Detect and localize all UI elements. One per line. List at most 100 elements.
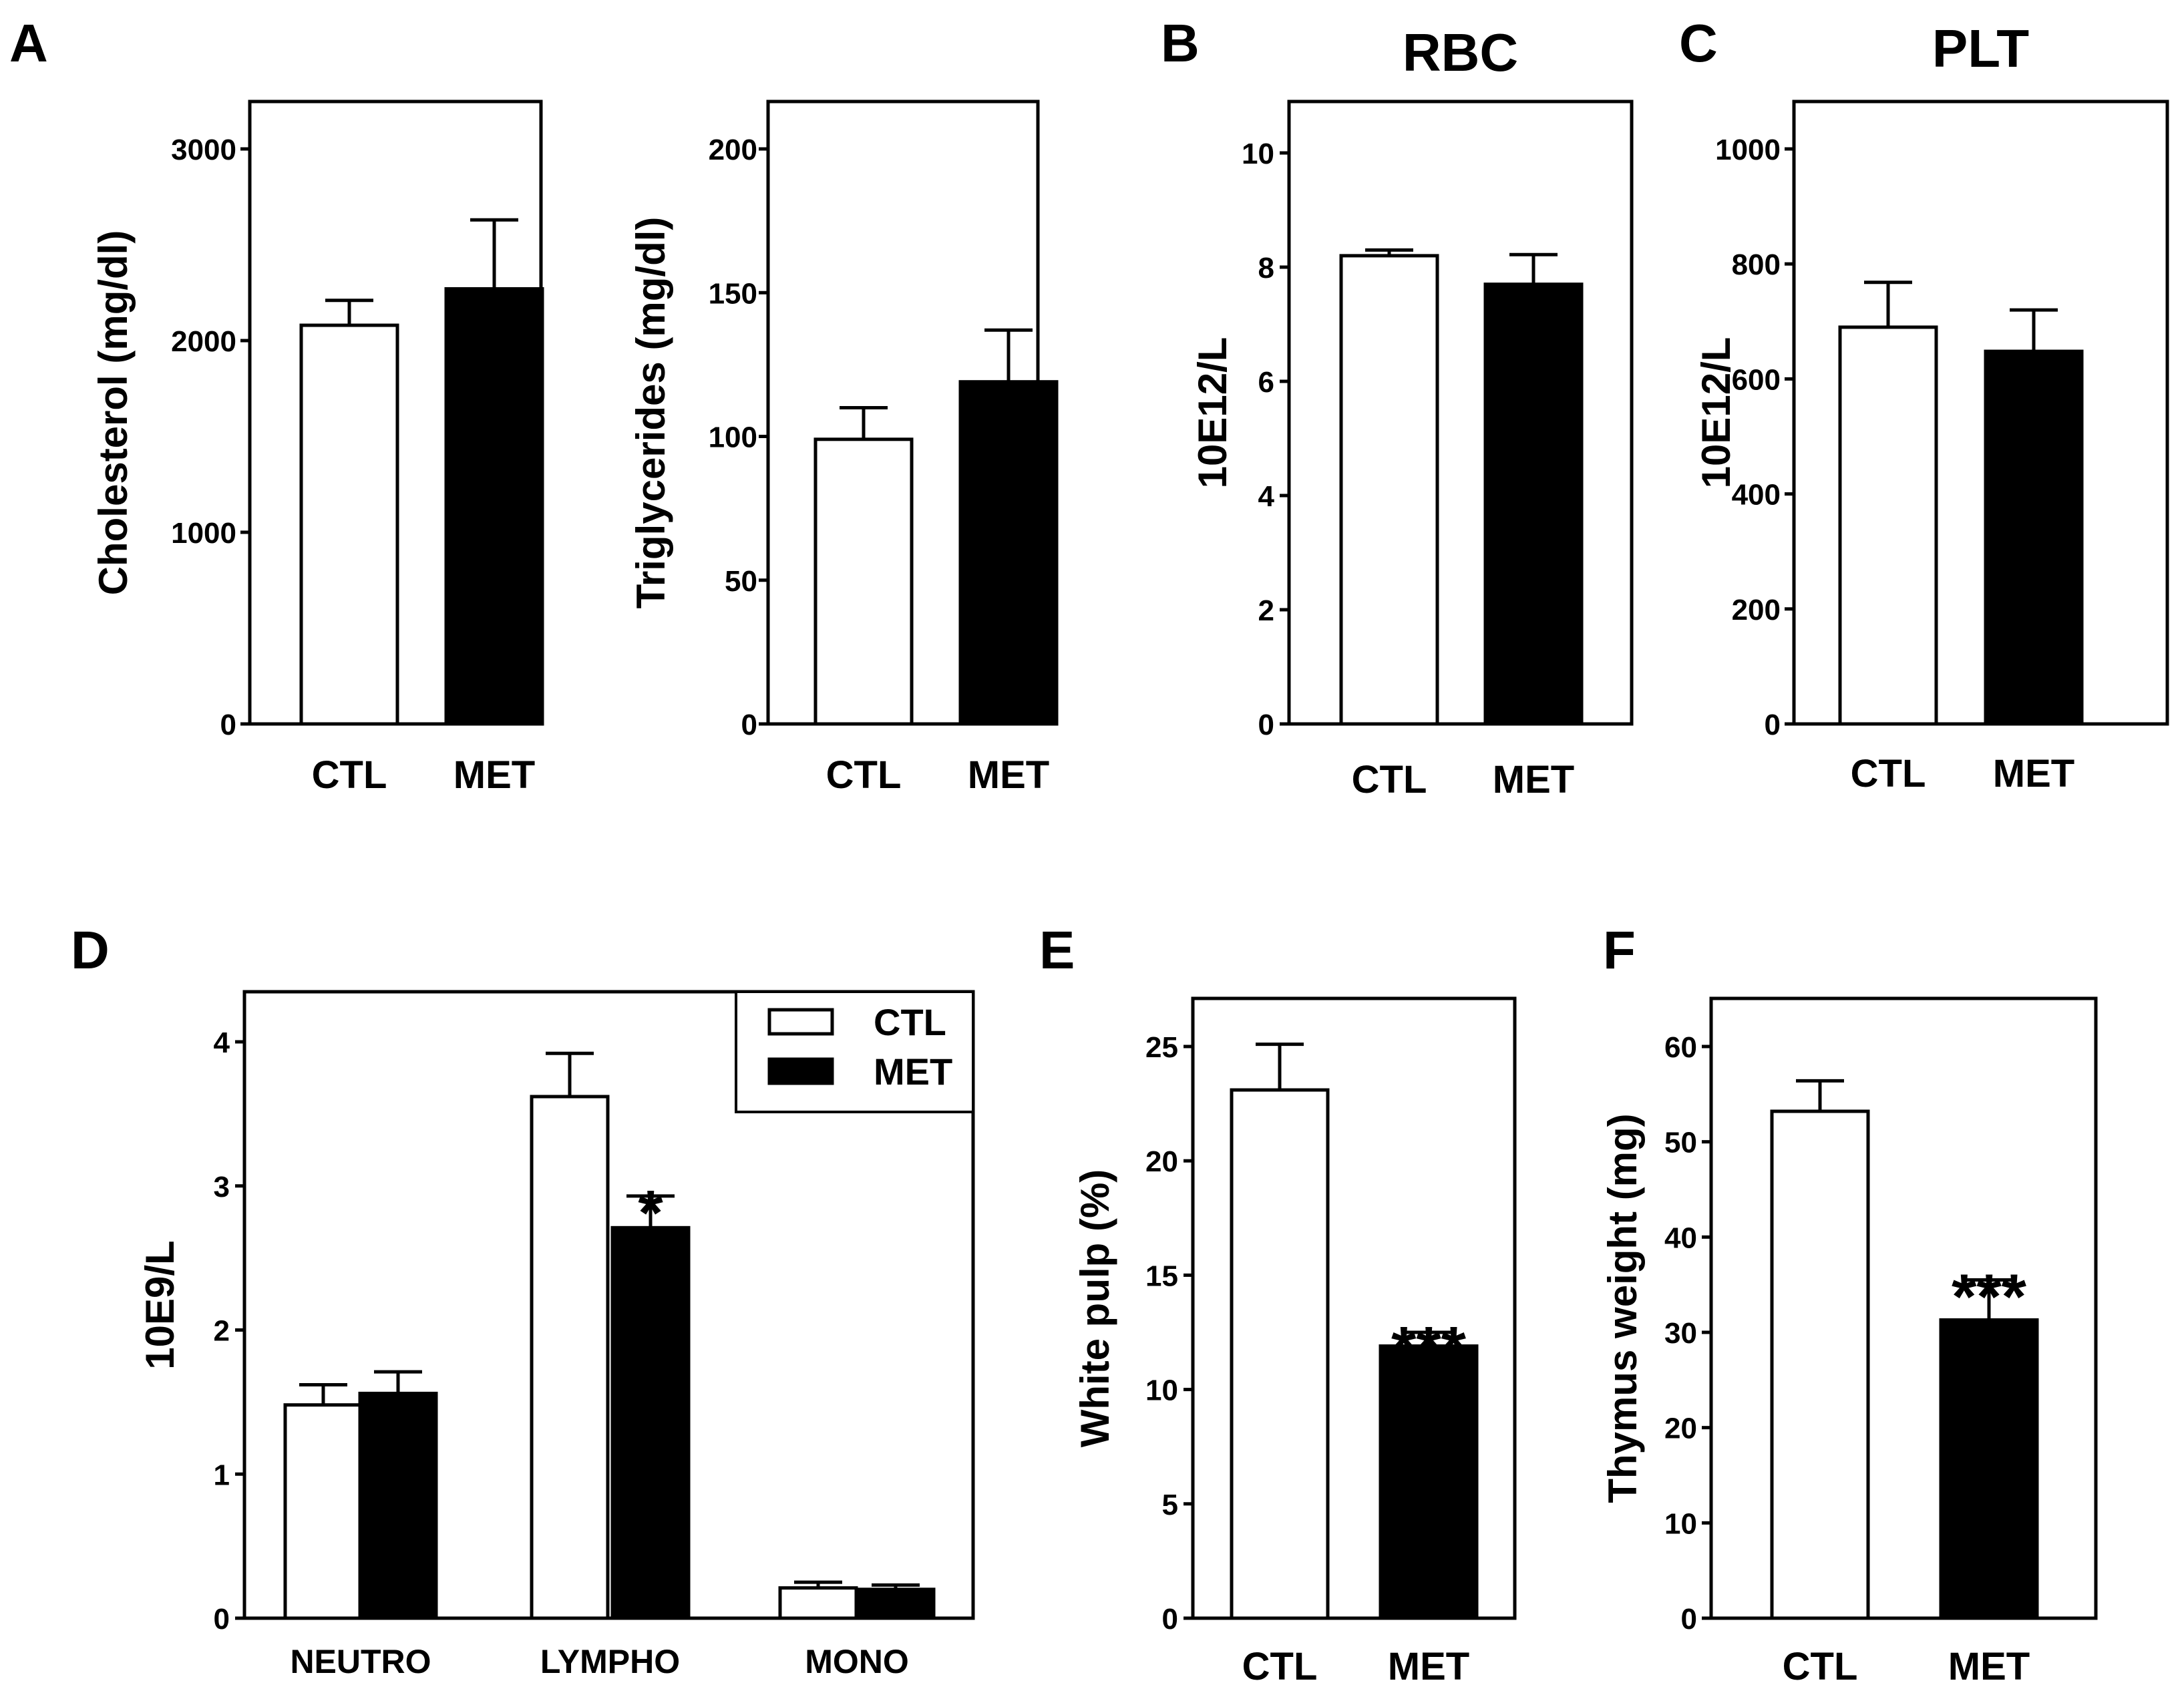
chol-bar xyxy=(444,287,544,726)
tg-y-tick-label: 100 xyxy=(709,421,757,454)
tg-y-tick-label: 200 xyxy=(709,134,757,166)
panel-letter-c: C xyxy=(1679,13,1718,73)
thy-y-tick-label: 30 xyxy=(1664,1317,1697,1350)
white-pulp-chart: 0 5 10 15 20 25 White pulp (%) CTL *** MET xyxy=(1073,996,1517,1688)
legend-label-ctl: CTL xyxy=(874,1001,946,1043)
wbc-y-tick-label: 0 xyxy=(214,1603,230,1636)
wbc-y-axis-title: 10E9/L xyxy=(138,1240,182,1369)
leukocyte-chart: 0 1 2 3 4 10E9/L NEUTRO * LYMPHO MONO CTL MET xyxy=(138,990,975,1680)
rbc-y-tick-label: 6 xyxy=(1258,366,1274,399)
rbc-y-axis-title: 10E12/L xyxy=(1190,337,1235,489)
rbc-plot-frame xyxy=(1287,100,1634,726)
tg-category-label: CTL xyxy=(826,753,902,797)
tg-category-label: MET xyxy=(968,753,1049,797)
wbc-y-tick-label: 2 xyxy=(214,1315,230,1348)
thymus-weight-chart: 0 10 20 30 40 50 60 Thymus weight (mg) CTL *** MET xyxy=(1600,996,2098,1688)
tg-bar xyxy=(958,380,1059,726)
wbc-bar xyxy=(358,1391,438,1620)
plt-category-label: MET xyxy=(1993,752,2074,795)
chol-y-tick-label: 1000 xyxy=(171,517,236,550)
plt-category-label: CTL xyxy=(1851,752,1926,795)
thy-y-tick-label: 60 xyxy=(1664,1031,1697,1064)
rbc-y-tick-label: 10 xyxy=(1242,138,1274,170)
rbc-bar xyxy=(1339,254,1439,726)
tg-bar xyxy=(813,437,914,726)
wbc-category-label: NEUTRO xyxy=(290,1643,431,1680)
rbc-bar xyxy=(1483,282,1584,726)
rbc-category-label: MET xyxy=(1493,758,1574,801)
tg-y-tick-label: 50 xyxy=(725,565,757,598)
wp-y-tick-label: 20 xyxy=(1145,1145,1178,1178)
plt-plot-frame xyxy=(1792,100,2169,726)
panel-letter-a: A xyxy=(9,13,48,73)
plt-y-tick-label: 0 xyxy=(1765,709,1781,741)
panel-letter-e: E xyxy=(1039,920,1075,980)
thy-plot-frame xyxy=(1709,996,2098,1620)
wp-bar xyxy=(1379,1344,1479,1620)
wp-plot-frame xyxy=(1191,996,1517,1620)
wbc-significance-mark: * xyxy=(638,1177,663,1249)
rbc-category-label: CTL xyxy=(1352,758,1427,801)
wbc-bar xyxy=(530,1095,610,1620)
thy-y-tick-label: 20 xyxy=(1664,1412,1697,1445)
wp-y-tick-label: 10 xyxy=(1145,1374,1178,1407)
wbc-bar xyxy=(283,1403,363,1620)
plt-y-tick-label: 1000 xyxy=(1715,134,1781,166)
plt-y-axis-title: 10E12/L xyxy=(1694,337,1739,489)
wp-y-tick-label: 5 xyxy=(1162,1489,1178,1521)
panel-letter-f: F xyxy=(1603,920,1636,980)
chol-y-tick-label: 0 xyxy=(220,709,236,741)
legend-swatch-ctl xyxy=(767,1008,834,1036)
plt-chart-title: PLT xyxy=(1932,19,2029,78)
wp-significance-mark: *** xyxy=(1391,1314,1467,1385)
wbc-bar xyxy=(610,1225,691,1620)
rbc-chart-title: RBC xyxy=(1403,23,1518,82)
thy-bar xyxy=(1939,1318,2039,1620)
triglycerides-chart: 0 50 100 150 200 Triglycerides (mg/dl) CTL MET xyxy=(628,100,1059,797)
plt-bar xyxy=(1984,349,2084,726)
panel-letter-b: B xyxy=(1161,13,1200,73)
thy-y-tick-label: 40 xyxy=(1664,1221,1697,1254)
chol-bar xyxy=(299,323,399,726)
plt-y-tick-label: 200 xyxy=(1732,594,1781,626)
wp-y-tick-label: 15 xyxy=(1145,1260,1178,1292)
wbc-y-tick-label: 4 xyxy=(214,1026,230,1059)
wp-bar xyxy=(1230,1088,1330,1620)
rbc-y-tick-label: 2 xyxy=(1258,594,1274,627)
chol-category-label: MET xyxy=(453,753,535,797)
chol-category-label: CTL xyxy=(312,753,387,797)
legend-label-met: MET xyxy=(874,1051,952,1093)
wbc-category-label: LYMPHO xyxy=(540,1643,680,1680)
wp-category-label: CTL xyxy=(1242,1645,1318,1688)
rbc-y-tick-label: 4 xyxy=(1258,480,1275,513)
panel-letter-d: D xyxy=(71,920,110,980)
wp-y-axis-title: White pulp (%) xyxy=(1073,1169,1117,1448)
wbc-category-label: MONO xyxy=(805,1643,909,1680)
wbc-y-tick-label: 3 xyxy=(214,1171,230,1203)
tg-y-tick-label: 150 xyxy=(709,277,757,310)
rbc-y-tick-label: 0 xyxy=(1258,709,1274,741)
thy-category-label: CTL xyxy=(1783,1645,1858,1688)
wp-category-label: MET xyxy=(1388,1645,1469,1688)
rbc-y-tick-label: 8 xyxy=(1258,252,1274,285)
wp-y-tick-label: 0 xyxy=(1162,1603,1178,1636)
tg-y-axis-title: Triglycerides (mg/dl) xyxy=(628,217,673,609)
plt-chart: 0 200 400 600 800 1000 10E12/L PLT CTL MET xyxy=(1694,19,2169,795)
plt-y-tick-label: 800 xyxy=(1732,248,1781,281)
thy-bar xyxy=(1770,1109,1870,1620)
chol-y-tick-label: 2000 xyxy=(171,325,236,358)
wbc-bar xyxy=(856,1587,936,1620)
rbc-chart: 0 2 4 6 8 10 10E12/L RBC CTL MET xyxy=(1190,23,1634,801)
chol-y-axis-title: Cholesterol (mg/dl) xyxy=(91,230,136,596)
cholesterol-chart: 0 1000 2000 3000 Cholesterol (mg/dl) CTL MET xyxy=(91,100,544,797)
plt-y-tick-label: 600 xyxy=(1732,363,1781,396)
thy-y-tick-label: 10 xyxy=(1664,1507,1697,1540)
chol-y-tick-label: 3000 xyxy=(171,134,236,166)
thy-y-tick-label: 50 xyxy=(1664,1127,1697,1159)
wbc-y-tick-label: 1 xyxy=(214,1459,230,1491)
legend-swatch-met xyxy=(767,1057,834,1085)
tg-y-tick-label: 0 xyxy=(741,709,757,741)
wbc-bar xyxy=(778,1586,858,1620)
thy-y-axis-title: Thymus weight (mg) xyxy=(1600,1113,1645,1503)
